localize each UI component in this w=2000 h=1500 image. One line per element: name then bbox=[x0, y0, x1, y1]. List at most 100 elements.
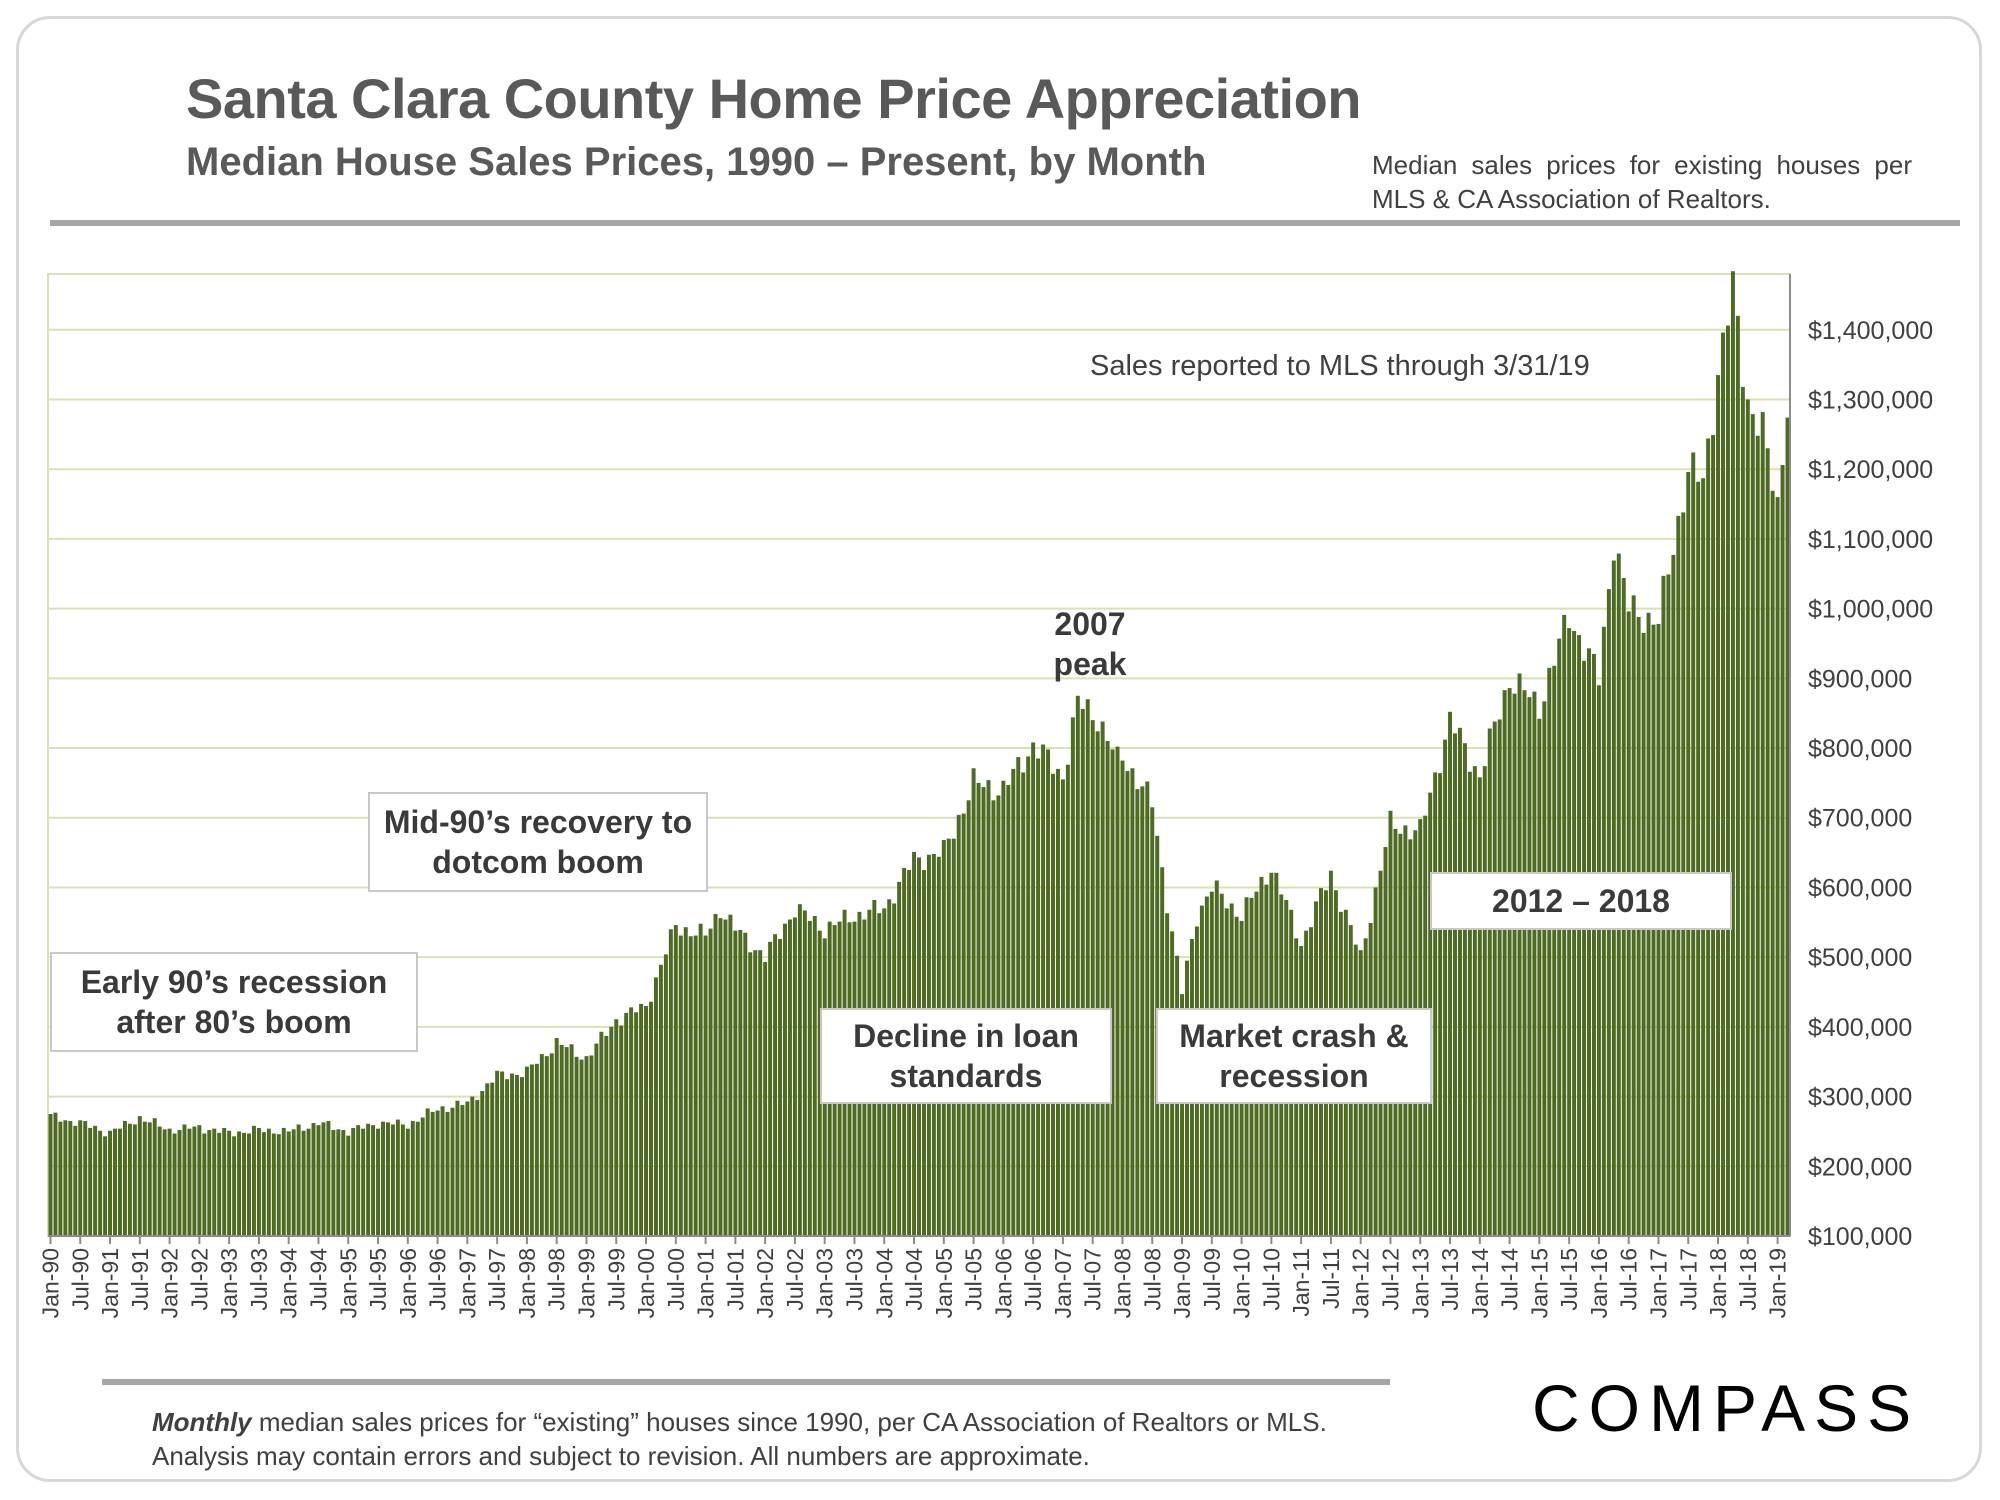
bar-65 bbox=[371, 1125, 376, 1236]
x-tick-label-40: Jan-10 bbox=[1229, 1248, 1255, 1318]
bar-280 bbox=[1438, 773, 1443, 1236]
bar-298 bbox=[1527, 697, 1532, 1236]
bar-285 bbox=[1462, 743, 1467, 1236]
bar-321 bbox=[1641, 633, 1646, 1236]
bar-283 bbox=[1453, 733, 1457, 1236]
bar-293 bbox=[1502, 690, 1507, 1236]
bar-196 bbox=[1021, 772, 1026, 1236]
bar-114 bbox=[614, 1019, 619, 1236]
bar-30 bbox=[197, 1125, 202, 1236]
bar-103 bbox=[559, 1044, 564, 1236]
bar-209 bbox=[1085, 699, 1090, 1236]
x-tick-label-44: Jan-12 bbox=[1348, 1248, 1374, 1318]
bar-140 bbox=[743, 932, 748, 1236]
bar-119 bbox=[639, 1003, 644, 1236]
footer-divider bbox=[102, 1379, 1390, 1385]
bar-289 bbox=[1482, 766, 1487, 1236]
bar-50 bbox=[296, 1124, 301, 1236]
bar-49 bbox=[291, 1129, 296, 1236]
x-tick-label-50: Jan-15 bbox=[1526, 1248, 1552, 1318]
bar-121 bbox=[649, 1001, 653, 1236]
bar-142 bbox=[753, 950, 758, 1236]
x-tick-label-3: Jul-91 bbox=[127, 1248, 153, 1311]
bar-138 bbox=[733, 930, 738, 1236]
bar-93 bbox=[510, 1073, 515, 1236]
bar-306 bbox=[1567, 628, 1572, 1236]
bar-8 bbox=[88, 1127, 93, 1236]
footnote-text: median sales prices for “existing” house… bbox=[152, 1407, 1327, 1471]
bar-296 bbox=[1517, 673, 1522, 1236]
x-tick-label-18: Jan-99 bbox=[574, 1248, 600, 1318]
x-tick-label-55: Jul-17 bbox=[1675, 1248, 1701, 1311]
bar-31 bbox=[202, 1133, 207, 1236]
bar-106 bbox=[574, 1056, 579, 1236]
bar-347 bbox=[1770, 490, 1775, 1236]
x-tick-label-5: Jul-92 bbox=[186, 1248, 212, 1311]
bar-55 bbox=[321, 1122, 326, 1236]
bar-28 bbox=[187, 1128, 192, 1236]
bar-120 bbox=[644, 1005, 649, 1236]
bar-24 bbox=[167, 1128, 172, 1236]
bar-279 bbox=[1433, 772, 1438, 1236]
annotation-early-90s-text: Early 90’s recession after 80’s boom bbox=[80, 964, 388, 1040]
x-tick-label-25: Jul-02 bbox=[782, 1248, 808, 1311]
bar-82 bbox=[455, 1100, 460, 1236]
bar-15 bbox=[122, 1120, 127, 1236]
bar-313 bbox=[1601, 626, 1606, 1236]
y-tick-label-12: $1,300,000 bbox=[1808, 386, 1933, 414]
bar-287 bbox=[1472, 766, 1477, 1236]
x-tick-label-2: Jan-91 bbox=[97, 1248, 123, 1318]
bar-61 bbox=[351, 1127, 356, 1236]
bar-109 bbox=[589, 1055, 594, 1236]
bar-81 bbox=[450, 1107, 455, 1236]
bar-132 bbox=[703, 935, 708, 1236]
bar-39 bbox=[242, 1132, 247, 1236]
bar-284 bbox=[1457, 727, 1462, 1236]
bar-90 bbox=[495, 1070, 500, 1236]
bar-336 bbox=[1716, 375, 1721, 1237]
annotation-crash: Market crash & recession bbox=[1156, 1008, 1432, 1104]
bar-95 bbox=[519, 1077, 524, 1236]
bar-41 bbox=[251, 1125, 256, 1236]
bar-203 bbox=[1055, 768, 1060, 1236]
bar-12 bbox=[108, 1130, 113, 1236]
bar-195 bbox=[1016, 757, 1021, 1236]
bar-208 bbox=[1080, 708, 1085, 1236]
x-tick-labels: Jan-90 Jul-90 Jan-91 Jul-91 Jan-92 Jul-92 Jan-… bbox=[38, 1236, 1791, 1318]
bar-96 bbox=[524, 1066, 529, 1236]
bar-101 bbox=[549, 1053, 554, 1236]
x-tick-label-7: Jul-93 bbox=[246, 1248, 272, 1311]
annotation-mid-90s-text: Mid-90’s recovery to dotcom boom bbox=[383, 804, 693, 880]
bar-10 bbox=[98, 1130, 103, 1236]
x-tick-label-27: Jul-03 bbox=[842, 1248, 868, 1311]
x-tick-label-19: Jul-99 bbox=[603, 1248, 629, 1311]
bar-20 bbox=[147, 1122, 152, 1236]
bar-153 bbox=[807, 920, 812, 1236]
bar-139 bbox=[738, 929, 743, 1236]
bar-42 bbox=[256, 1127, 261, 1236]
bar-126 bbox=[673, 925, 678, 1236]
bar-197 bbox=[1026, 756, 1031, 1236]
bar-14 bbox=[117, 1128, 122, 1236]
bar-1 bbox=[53, 1112, 58, 1236]
bar-58 bbox=[336, 1129, 341, 1236]
bar-83 bbox=[460, 1104, 465, 1236]
y-tick-label-0: $100,000 bbox=[1808, 1223, 1912, 1251]
y-tick-label-10: $1,100,000 bbox=[1808, 526, 1933, 554]
bar-73 bbox=[410, 1120, 415, 1236]
bar-152 bbox=[802, 910, 807, 1236]
bar-151 bbox=[797, 904, 802, 1236]
bar-311 bbox=[1591, 653, 1596, 1236]
annotation-2007-peak: 2007 peak bbox=[1030, 604, 1150, 684]
x-tick-label-41: Jul-10 bbox=[1258, 1248, 1284, 1311]
bar-212 bbox=[1100, 721, 1105, 1236]
bar-110 bbox=[594, 1043, 599, 1236]
bar-304 bbox=[1557, 638, 1562, 1236]
footnote: Monthly median sales prices for “existin… bbox=[152, 1405, 1372, 1473]
bar-309 bbox=[1582, 660, 1587, 1236]
bar-86 bbox=[475, 1100, 480, 1236]
bar-53 bbox=[311, 1123, 316, 1236]
bar-6 bbox=[78, 1120, 83, 1236]
bar-26 bbox=[177, 1130, 182, 1236]
x-tick-label-45: Jul-12 bbox=[1378, 1248, 1404, 1311]
